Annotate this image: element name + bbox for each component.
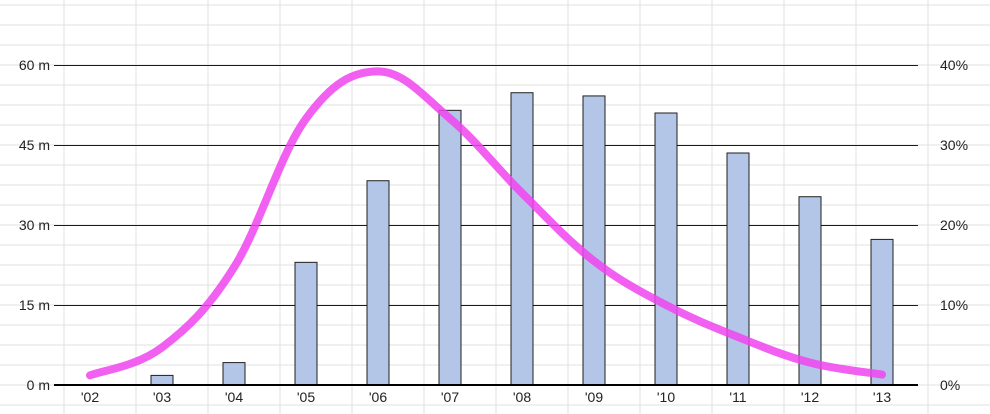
left-axis: 0 m 15 m 30 m 45 m 60 m — [19, 57, 50, 393]
bar — [654, 112, 678, 386]
bars — [150, 92, 894, 386]
y2-tick-label: 10% — [940, 297, 968, 313]
x-axis-labels: '02 '03 '04 '05 '06 '07 '08 '09 '10 '11 '12 '13 — [81, 389, 891, 405]
line-series — [86, 67, 886, 380]
gridlines — [54, 65, 918, 306]
bar — [366, 180, 390, 386]
x-tick-label: '09 — [585, 389, 603, 405]
x-tick-label: '02 — [81, 389, 99, 405]
line-point — [665, 304, 668, 307]
y-tick-label: 0 m — [27, 377, 50, 393]
line-point — [305, 117, 308, 120]
line-layer — [86, 67, 886, 380]
bar — [222, 362, 246, 386]
line-point — [593, 260, 596, 263]
bar — [150, 374, 174, 386]
x-tick-label: '10 — [657, 389, 675, 405]
bar — [294, 261, 318, 386]
bar — [870, 238, 894, 386]
bar — [510, 92, 534, 386]
line-point — [161, 346, 164, 349]
y2-tick-label: 40% — [940, 57, 968, 73]
right-axis: 0% 10% 20% 30% 40% — [940, 57, 968, 393]
x-tick-label: '06 — [369, 389, 387, 405]
y-tick-label: 15 m — [19, 297, 50, 313]
line-point — [881, 373, 884, 376]
line-point — [449, 117, 452, 120]
line-point — [89, 374, 92, 377]
bar — [582, 95, 606, 386]
y-tick-label: 60 m — [19, 57, 50, 73]
line-point — [521, 192, 524, 195]
y-tick-label: 30 m — [19, 217, 50, 233]
line-point — [377, 70, 380, 73]
x-tick-label: '11 — [729, 389, 746, 405]
x-tick-label: '12 — [801, 389, 819, 405]
bar — [438, 109, 462, 386]
y-tick-label: 45 m — [19, 137, 50, 153]
bar — [726, 152, 750, 386]
y2-tick-label: 30% — [940, 137, 968, 153]
x-tick-label: '04 — [225, 389, 243, 405]
line-point — [809, 361, 812, 364]
y2-tick-label: 20% — [940, 217, 968, 233]
y2-tick-label: 0% — [940, 377, 960, 393]
x-tick-label: '08 — [513, 389, 531, 405]
x-tick-label: '07 — [441, 389, 459, 405]
x-tick-label: '03 — [153, 389, 171, 405]
x-tick-label: '05 — [297, 389, 315, 405]
x-tick-label: '13 — [873, 389, 891, 405]
line-point — [737, 336, 740, 339]
line-point — [233, 266, 236, 269]
